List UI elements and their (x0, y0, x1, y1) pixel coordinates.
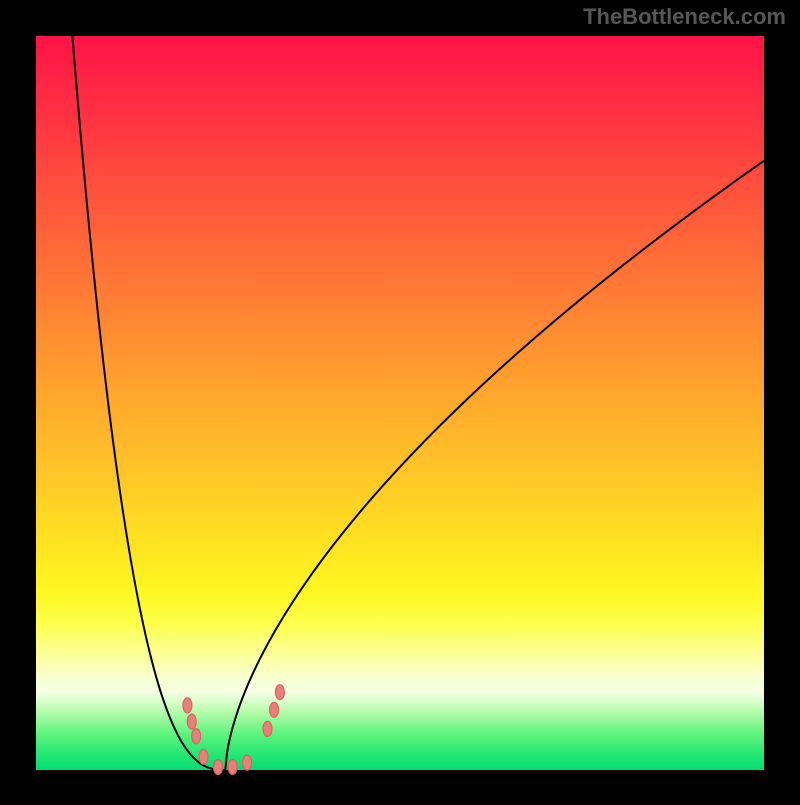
curve-marker (183, 698, 192, 713)
curve-marker (214, 760, 223, 775)
plot-area (36, 36, 764, 770)
curve-marker (243, 755, 252, 770)
curve-marker (199, 749, 208, 764)
watermark-text: TheBottleneck.com (583, 4, 786, 30)
curve-marker (192, 729, 201, 744)
chart-canvas (0, 0, 800, 800)
curve-marker (228, 760, 237, 775)
curve-marker (263, 721, 272, 736)
curve-marker (270, 702, 279, 717)
curve-marker (275, 685, 284, 700)
curve-marker (187, 714, 196, 729)
